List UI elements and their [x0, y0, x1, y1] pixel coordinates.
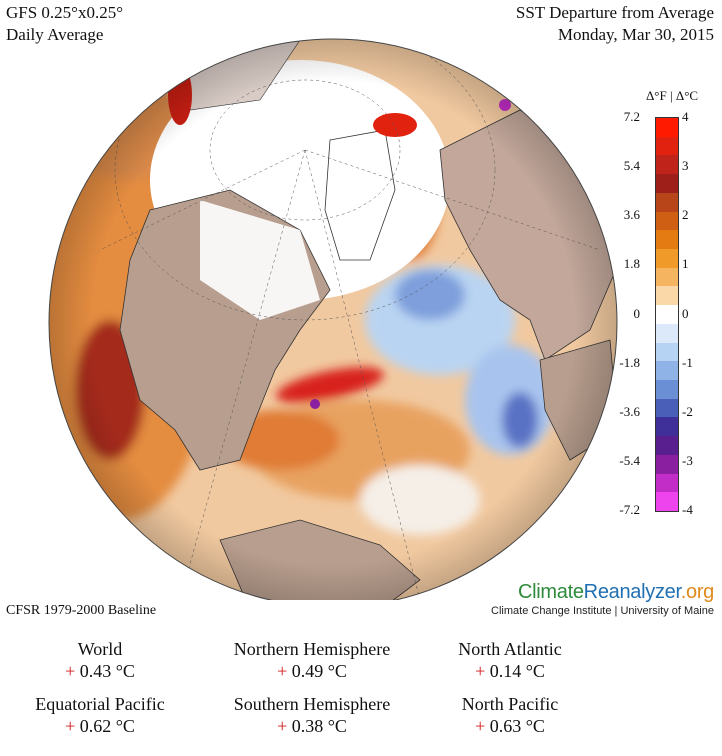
colorbar-segment — [656, 267, 678, 287]
colorbar-segment — [656, 211, 678, 231]
colorbar-segment — [656, 305, 678, 325]
stat-number: 0.63 °C — [489, 716, 545, 736]
stat-region: Southern Hemisphere — [233, 694, 391, 714]
stat-value: + 0.62 °C — [0, 715, 210, 737]
stat-value: + 0.49 °C — [202, 660, 422, 682]
stat-sign: + — [277, 661, 288, 681]
stat-number: 0.49 °C — [291, 661, 347, 681]
stat-number: 0.43 °C — [79, 661, 135, 681]
colorbar-segment — [656, 136, 678, 156]
stat-region: World — [77, 639, 123, 659]
globe-shading — [49, 39, 617, 600]
colorbar-segment — [656, 380, 678, 400]
logo-part-reanalyzer: Reanalyzer — [583, 581, 681, 603]
logo-part-org: .org — [680, 581, 715, 603]
stat-equatorial-pacific: Equatorial Pacific + 0.62 °C — [0, 693, 210, 737]
stat-region: North Atlantic — [458, 639, 562, 659]
date-title: Monday, Mar 30, 2015 — [557, 25, 714, 44]
stat-northern-hemisphere: Northern Hemisphere + 0.49 °C — [202, 638, 422, 682]
colorbar-segment — [656, 492, 678, 512]
stat-value: + 0.38 °C — [202, 715, 422, 737]
stat-region: Northern Hemisphere — [233, 639, 391, 659]
colorbar-segment — [656, 174, 678, 194]
colorbar-label-celsius: -1 — [682, 354, 693, 370]
baseline-label: CFSR 1979-2000 Baseline — [6, 603, 157, 618]
model-title: GFS 0.25°x0.25° — [6, 3, 124, 22]
stat-number: 0.38 °C — [291, 716, 347, 736]
colorbar-label-fahrenheit: -5.4 — [619, 452, 640, 468]
colorbar-segment — [656, 436, 678, 456]
brand-logo: ClimateReanalyzer.org — [491, 581, 714, 604]
stat-southern-hemisphere: Southern Hemisphere + 0.38 °C — [202, 693, 422, 737]
stat-sign: + — [65, 716, 76, 736]
colorbar-label-fahrenheit: -1.8 — [619, 354, 640, 370]
averaging-title: Daily Average — [6, 25, 104, 44]
colorbar-segment — [656, 155, 678, 175]
colorbar-segment — [656, 473, 678, 493]
stat-north-pacific: North Pacific + 0.63 °C — [400, 693, 620, 737]
colorbar-label-celsius: 1 — [682, 256, 689, 272]
colorbar-label-fahrenheit: 7.2 — [623, 109, 640, 124]
globe-outline — [48, 38, 618, 600]
institution-label: Climate Change Institute | University of… — [491, 605, 714, 617]
colorbar-segment — [656, 192, 678, 213]
colorbar-label-celsius: 0 — [682, 305, 689, 321]
stat-sign: + — [475, 716, 486, 736]
colorbar-segment — [656, 398, 678, 418]
colorbar-label-fahrenheit: 0 — [633, 305, 641, 321]
colorbar-segment — [656, 454, 678, 475]
stat-sign: + — [277, 716, 288, 736]
product-title: SST Departure from Average — [515, 3, 714, 22]
branding: ClimateReanalyzer.org Climate Change Ins… — [491, 581, 714, 617]
stat-world: World + 0.43 °C — [0, 638, 210, 682]
stat-value: + 0.14 °C — [400, 660, 620, 682]
colorbar-segment — [656, 230, 678, 250]
colorbar-label-celsius: 3 — [682, 158, 689, 174]
colorbar-title: Δ°F | Δ°C — [645, 88, 699, 103]
stat-sign: + — [475, 661, 486, 681]
colorbar-segment — [656, 323, 678, 344]
colorbar-segment — [656, 342, 678, 362]
stat-sign: + — [65, 661, 76, 681]
colorbar — [655, 117, 679, 512]
colorbar-label-celsius: -3 — [682, 452, 693, 468]
colorbar-label-celsius: 2 — [682, 207, 689, 223]
colorbar-segment — [656, 361, 678, 381]
colorbar-segment — [656, 118, 678, 138]
colorbar-segment — [656, 286, 678, 306]
globe-map — [48, 38, 618, 600]
stat-number: 0.62 °C — [79, 716, 135, 736]
colorbar-label-celsius: -2 — [682, 403, 693, 419]
colorbar-segment — [656, 249, 678, 269]
stat-number: 0.14 °C — [489, 661, 545, 681]
header-left: GFS 0.25°x0.25° Daily Average — [6, 2, 123, 46]
colorbar-label-fahrenheit: 1.8 — [623, 256, 640, 272]
stat-region: Equatorial Pacific — [35, 694, 165, 714]
stat-value: + 0.43 °C — [0, 660, 210, 682]
stat-value: + 0.63 °C — [400, 715, 620, 737]
header-right: SST Departure from Average Monday, Mar 3… — [516, 2, 714, 46]
stat-north-atlantic: North Atlantic + 0.14 °C — [400, 638, 620, 682]
colorbar-label-fahrenheit: 5.4 — [623, 158, 640, 174]
orthographic-globe — [48, 38, 618, 600]
colorbar-label-fahrenheit: 3.6 — [623, 207, 640, 223]
logo-part-climate: Climate — [517, 581, 584, 603]
colorbar-segment — [656, 417, 678, 437]
colorbar-label-fahrenheit: -7.2 — [619, 502, 640, 517]
colorbar-label-celsius: -4 — [682, 502, 693, 517]
stat-region: North Pacific — [461, 694, 559, 714]
colorbar-label-fahrenheit: -3.6 — [619, 403, 640, 419]
colorbar-label-celsius: 4 — [682, 109, 689, 124]
